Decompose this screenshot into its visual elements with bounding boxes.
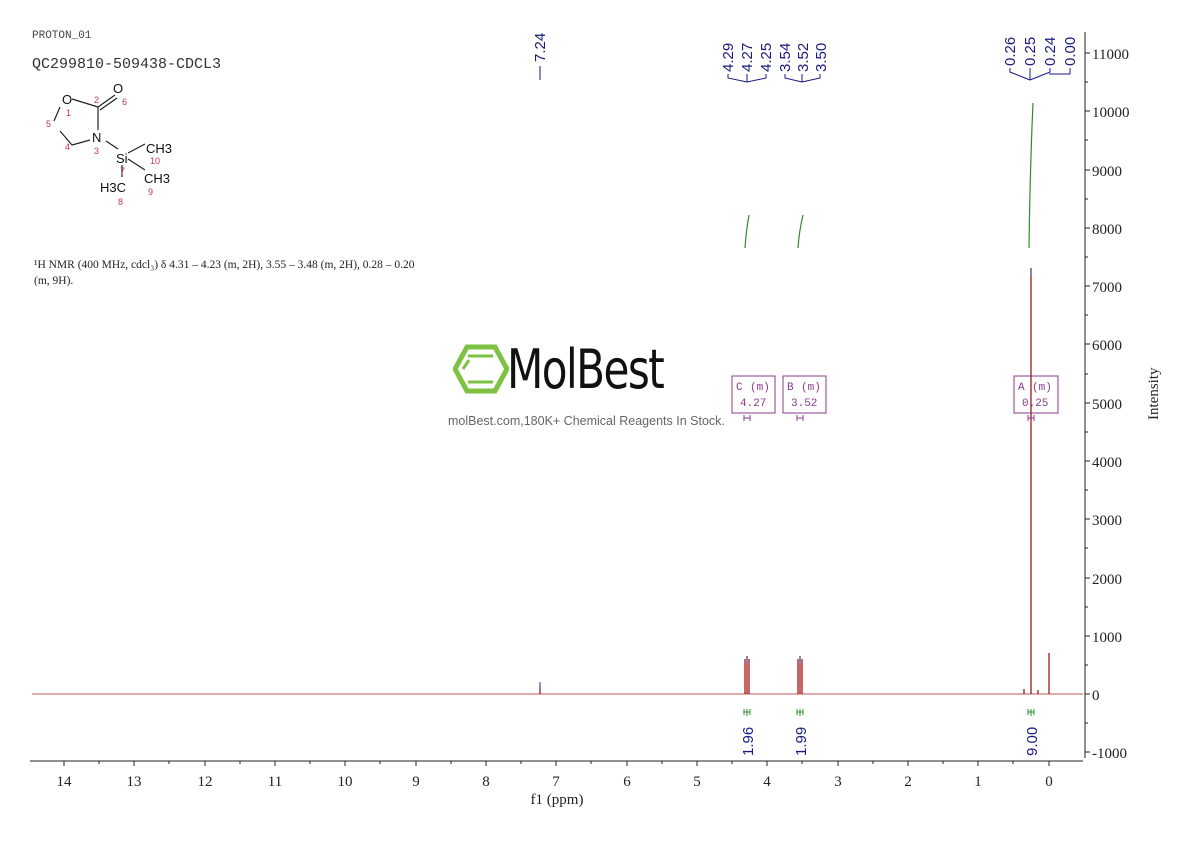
- atom-num-8: 8: [118, 197, 123, 207]
- peak-label: 3.54: [777, 43, 794, 72]
- sample-id: QC299810-509438-CDCL3: [32, 56, 222, 73]
- y-tick-label: 7000: [1092, 280, 1122, 296]
- spectrum-peaks: [539, 268, 1050, 694]
- atom-c10: CH3: [146, 141, 172, 156]
- multiplet-box-b: B (m) 3.52: [782, 375, 827, 421]
- y-tick-label: 4000: [1092, 455, 1122, 471]
- atom-num-1: 1: [66, 108, 71, 118]
- atom-o1: O: [62, 92, 72, 107]
- atom-num-5: 5: [46, 119, 51, 129]
- x-tick-label: 12: [198, 774, 213, 790]
- y-tick-label: 11000: [1092, 47, 1129, 63]
- x-tick-label: 13: [127, 774, 142, 790]
- watermark-tagline: molBest.com,180K+ Chemical Reagents In S…: [448, 414, 725, 428]
- peak-label: 0.26: [1002, 37, 1019, 66]
- molbest-logo-icon: [453, 344, 509, 394]
- x-tick-label: 0: [1045, 774, 1053, 790]
- y-tick-label: 5000: [1092, 397, 1122, 413]
- multiplet-type: (m): [750, 382, 770, 394]
- y-tick-label: 3000: [1092, 513, 1122, 529]
- y-tick-label: 9000: [1092, 164, 1122, 180]
- atom-num-2: 2: [94, 95, 99, 105]
- peak-label: 3.52: [795, 43, 812, 72]
- x-axis-labels: 14 13 12 11 10 9 8 7 6 5 4 3 2 1 0: [57, 774, 1053, 790]
- y-axis-labels: -1000 0 1000 2000 3000 4000 5000 6000 70…: [1092, 47, 1130, 762]
- atom-num-9: 9: [148, 187, 153, 197]
- atom-num-3: 3: [94, 146, 99, 156]
- experiment-label: PROTON_01: [32, 30, 92, 42]
- integral-labels: 1.96 1.99 9.00: [740, 709, 1041, 756]
- integral-value: 1.96: [740, 727, 757, 756]
- atom-num-4: 4: [65, 142, 70, 152]
- peak-label-leaders: [539, 66, 1071, 83]
- peak-tops: [539, 268, 1032, 690]
- multiplet-shift: 0.25: [1022, 398, 1048, 410]
- x-tick-label: 5: [693, 774, 701, 790]
- x-tick-label: 4: [763, 774, 771, 790]
- x-axis-title: f1 (ppm): [531, 792, 584, 808]
- x-axis-ticks: [63, 761, 1050, 766]
- x-tick-label: 3: [834, 774, 842, 790]
- x-tick-label: 6: [623, 774, 631, 790]
- x-tick-label: 8: [482, 774, 490, 790]
- multiplet-shift: 4.27: [740, 398, 766, 410]
- multiplet-id: C: [736, 382, 743, 394]
- nmr-description: ¹H NMR (400 MHz, cdcl₃) δ 4.31 – 4.23 (m…: [34, 259, 415, 287]
- x-tick-label: 11: [268, 774, 282, 790]
- peak-label: 4.29: [720, 43, 737, 72]
- integral-value: 1.99: [793, 727, 810, 756]
- multiplet-type: (m): [1032, 382, 1052, 394]
- y-tick-label: 8000: [1092, 222, 1122, 238]
- multiplet-id: B: [787, 382, 794, 394]
- y-tick-label: -1000: [1092, 746, 1127, 762]
- multiplet-shift: 3.52: [791, 398, 817, 410]
- multiplet-id: A: [1018, 382, 1025, 394]
- atom-si7: Si: [116, 151, 128, 166]
- x-tick-label: 14: [57, 774, 73, 790]
- peak-labels: 7.24 4.29 4.27 4.25 3.54 3.52 3.50 0.26 …: [532, 33, 1079, 72]
- molecule-structure: O O N Si CH3 CH3 H3C 1 2 3 4 5 6 7 8 9 1…: [46, 81, 172, 207]
- integral-value: 9.00: [1024, 727, 1041, 756]
- x-tick-label: 1: [974, 774, 982, 790]
- peak-label: 3.50: [813, 43, 830, 72]
- multiplet-box-c: C (m) 4.27: [731, 375, 776, 421]
- atom-o6: O: [113, 81, 123, 96]
- y-tick-label: 2000: [1092, 572, 1122, 588]
- y-tick-label: 10000: [1092, 105, 1130, 121]
- peak-label: 7.24: [532, 33, 549, 62]
- atom-c9: CH3: [144, 171, 170, 186]
- atom-c8: H3C: [100, 180, 126, 195]
- x-tick-label: 2: [904, 774, 912, 790]
- atom-num-6: 6: [122, 97, 127, 107]
- atom-num-7: 7: [120, 166, 125, 176]
- y-tick-label: 6000: [1092, 338, 1122, 354]
- y-tick-label: 1000: [1092, 630, 1122, 646]
- atom-num-10: 10: [150, 156, 160, 166]
- y-tick-label: 0: [1092, 688, 1100, 704]
- y-axis-title: Intensity: [1146, 367, 1162, 420]
- x-tick-label: 10: [338, 774, 353, 790]
- atom-n3: N: [92, 130, 101, 145]
- multiplet-type: (m): [801, 382, 821, 394]
- watermark-brand: MolBest: [507, 338, 665, 401]
- peak-label: 4.27: [739, 43, 756, 72]
- x-tick-label: 7: [552, 774, 560, 790]
- peak-label: 0.24: [1042, 37, 1059, 66]
- x-tick-label: 9: [412, 774, 420, 790]
- integral-curves: [744, 102, 1034, 249]
- peak-label: 0.25: [1022, 37, 1039, 66]
- y-axis-ticks: [1085, 52, 1090, 753]
- peak-label: 0.00: [1062, 37, 1079, 66]
- multiplet-box-a: A (m) 0.25: [1013, 375, 1059, 421]
- peak-label: 4.25: [758, 43, 775, 72]
